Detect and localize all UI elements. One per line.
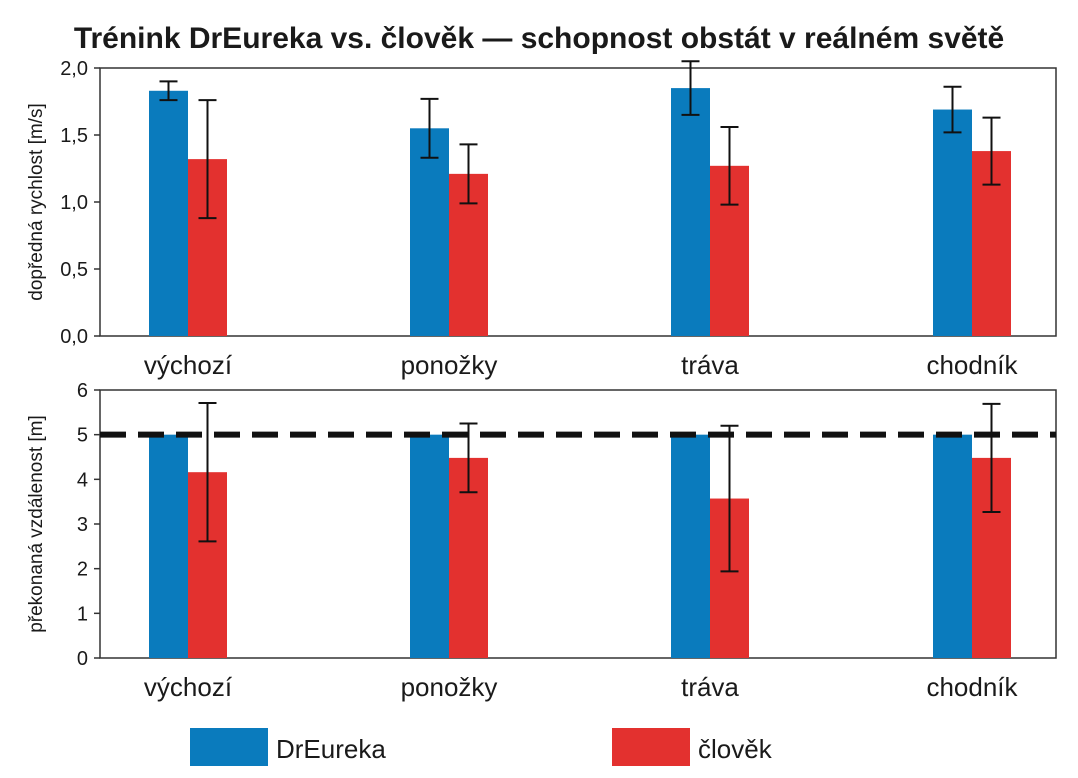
- category-label: ponožky: [401, 350, 498, 380]
- y-tick-label: 0,5: [60, 259, 88, 281]
- plot-frame: [99, 389, 1057, 659]
- bar-drerureka: [149, 90, 188, 336]
- y-tick-label: 1: [77, 603, 88, 625]
- bar-drerureka: [149, 434, 188, 658]
- category-label: tráva: [681, 672, 739, 702]
- plot-frame: [99, 67, 1057, 337]
- y-tick-label: 1,5: [60, 125, 88, 147]
- legend-swatch-drerureka: [190, 728, 268, 766]
- y-tick-label: 0,0: [60, 326, 88, 348]
- legend-label-clovek: člověk: [698, 734, 773, 764]
- y-axis-label: dopředná rychlost [m/s]: [26, 103, 47, 300]
- category-label: výchozí: [144, 350, 233, 380]
- y-tick-label: 3: [77, 514, 88, 536]
- y-tick-label: 1,0: [60, 192, 88, 214]
- bar-drerureka: [410, 128, 449, 336]
- category-label: výchozí: [144, 672, 233, 702]
- y-tick-label: 2: [77, 559, 88, 581]
- y-tick-label: 5: [77, 425, 88, 447]
- category-label: tráva: [681, 350, 739, 380]
- bar-drerureka: [671, 434, 710, 658]
- y-tick-label: 0: [77, 648, 88, 670]
- category-label: chodník: [926, 672, 1018, 702]
- bar-drerureka: [933, 434, 972, 658]
- y-axis-label: překonaná vzdálenost [m]: [26, 415, 47, 633]
- y-tick-label: 6: [77, 380, 88, 402]
- category-label: ponožky: [401, 672, 498, 702]
- bar-drerureka: [933, 109, 972, 336]
- chart-title: Trénink DrEureka vs. člověk — schopnost …: [74, 22, 1004, 55]
- distance-panel: 0 1 2 3 4 5 6 překonaná vzdálenost [m] výchozí po…: [26, 380, 1057, 702]
- bar-drerureka: [410, 434, 449, 658]
- bar-drerureka: [671, 88, 710, 336]
- legend: DrEureka člověk: [190, 728, 773, 766]
- category-label: chodník: [926, 350, 1018, 380]
- legend-label-drerureka: DrEureka: [276, 734, 386, 764]
- y-tick-label: 2,0: [60, 58, 88, 80]
- speed-panel: 0,0 0,5 1,0 1,5 2,0 dopředná rychlost [m/s] vý…: [26, 58, 1057, 380]
- y-tick-label: 4: [77, 469, 88, 491]
- legend-swatch-clovek: [612, 728, 690, 766]
